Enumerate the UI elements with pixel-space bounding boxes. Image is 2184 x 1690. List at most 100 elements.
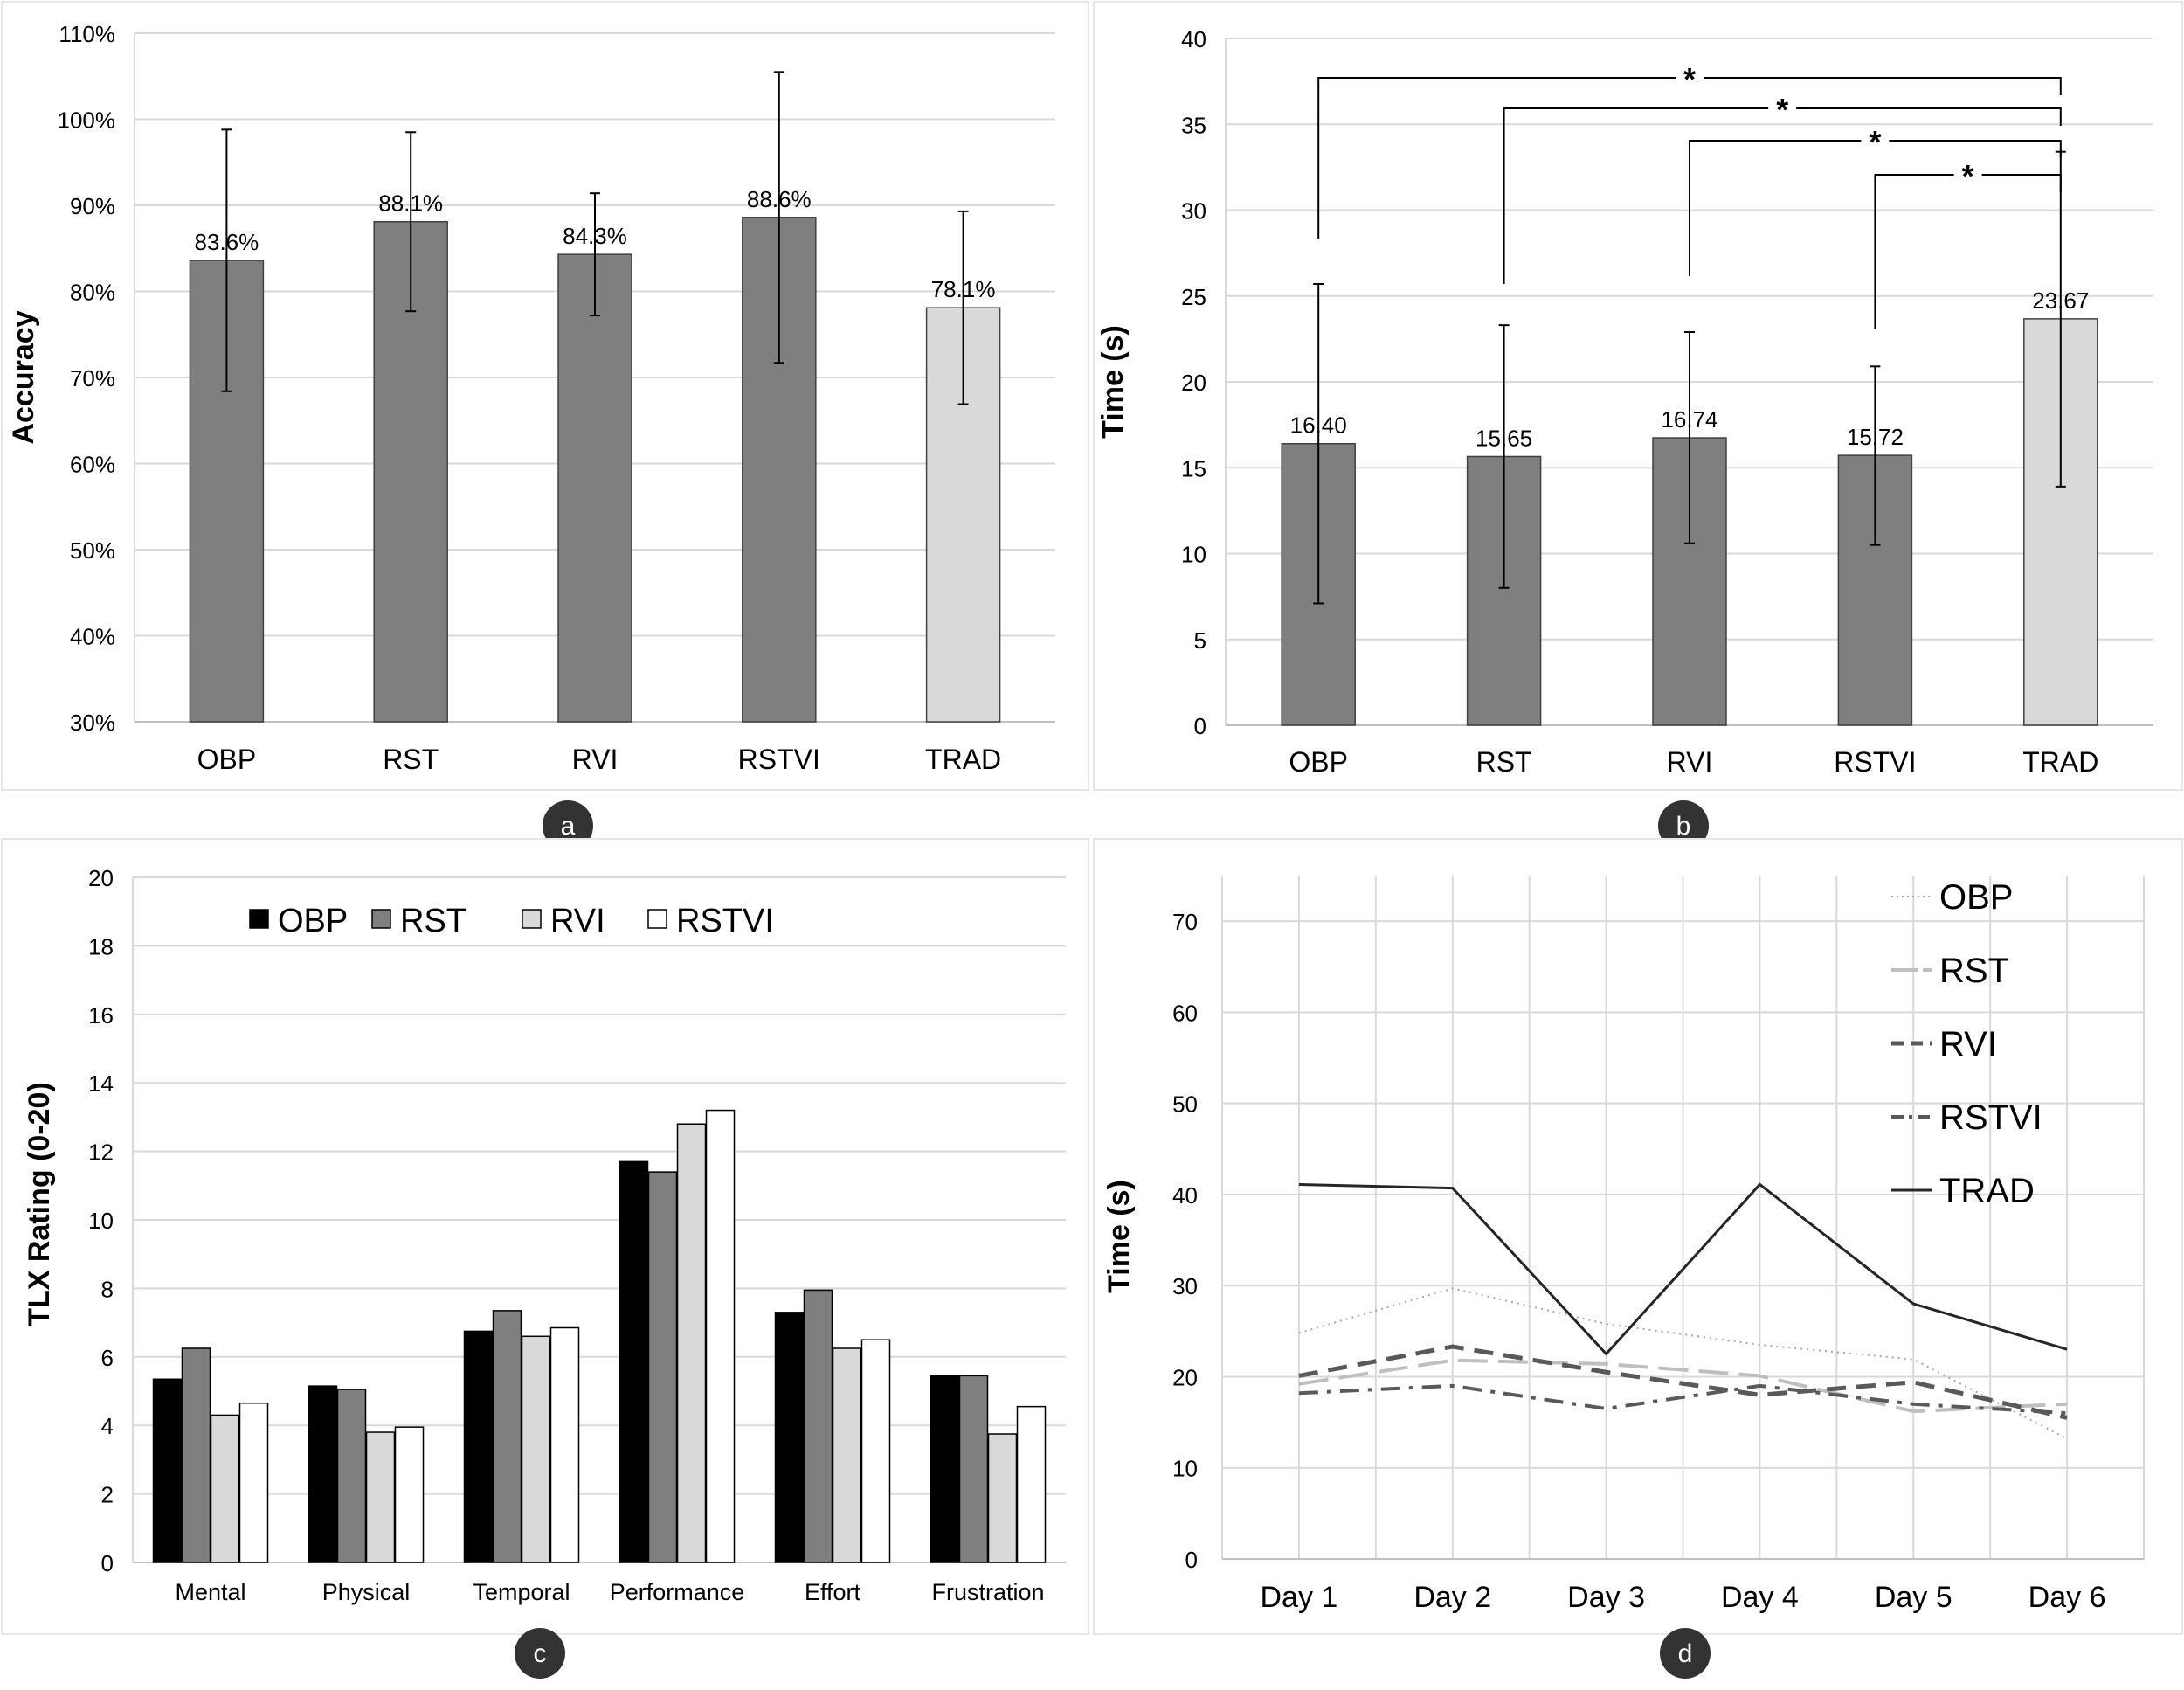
panel-b-y-tick-label: 0 (1194, 713, 1206, 739)
panel-c-x-tick-label: Physical (322, 1579, 411, 1605)
panel-c-legend-swatch-rvi (522, 909, 542, 929)
panel-c-bar-rvi-physical (365, 1431, 396, 1563)
panel-c-bar-rstvi-frustration (1016, 1405, 1047, 1563)
panel-c-x-tick-label: Temporal (473, 1579, 570, 1605)
panel-c-y-tick-label: 6 (101, 1345, 114, 1371)
panel-d-y-tick-label: 40 (1172, 1182, 1198, 1209)
panel-b-y-tick-label: 35 (1181, 112, 1206, 138)
panel-d-x-tick-label: Day 4 (1721, 1581, 1799, 1614)
panel-c-legend-label: RSTVI (676, 903, 774, 939)
panel-b-y-axis-title: Time (s) (1096, 325, 1130, 439)
panel-d-legend-label: TRAD (1939, 1172, 2035, 1210)
panel-b-y-tick-label: 5 (1194, 627, 1206, 654)
panel-d-x-tick-label: Day 5 (1875, 1581, 1952, 1614)
panel-a-x-tick-label: RSTVI (738, 744, 820, 775)
panel-a-x-tick-label: TRAD (925, 744, 1001, 775)
panel-c-y-tick-label: 14 (88, 1070, 114, 1097)
panel-d-label: d (1678, 1639, 1693, 1668)
panel-a-y-tick-label: 90% (70, 193, 115, 219)
panel-a-y-tick-label: 40% (70, 624, 115, 650)
panel-c-y-tick-label: 0 (101, 1550, 114, 1576)
panel-b-significance-gap (1768, 96, 1797, 121)
panel-c-x-tick-label: Frustration (931, 1579, 1044, 1605)
panel-c-bar-rst-physical (336, 1389, 367, 1563)
panel-d-daily-time-chart: d 0 10 20 30 40 50 60 70 Day 1 Day 2 Day 3 Day 4 Day … (1093, 838, 2183, 1679)
panel-a-data-label: 83.6% (195, 229, 259, 255)
panel-c-y-tick-label: 12 (88, 1139, 114, 1166)
panel-a-y-tick-label: 30% (70, 710, 115, 736)
panel-c-bar-rstvi-temporal (549, 1326, 580, 1563)
panel-a-bar-rvi (557, 253, 632, 723)
panel-d-series-line-trad (1298, 1182, 2068, 1356)
panel-a-y-tick-label: 70% (70, 365, 115, 391)
panel-a-y-axis-title: Accuracy (7, 310, 40, 444)
panel-c-bar-obp-physical (308, 1385, 338, 1563)
panel-a-frame (1, 1, 1089, 791)
panel-b-x-tick-label: RST (1476, 746, 1532, 778)
panel-c-label-badge (515, 1628, 565, 1679)
panel-b-significance-star: * (1962, 158, 1974, 194)
panel-d-series-line-rstvi (1298, 1383, 2068, 1416)
panel-c-x-tick-label: Effort (805, 1579, 861, 1605)
panel-a-y-tick-label: 100% (58, 107, 116, 134)
panel-a-label: a (561, 812, 576, 841)
panel-b-bar-trad (2023, 318, 2098, 726)
panel-c-bar-rst-frustration (958, 1375, 989, 1563)
panel-c-bar-obp-temporal (463, 1330, 494, 1563)
panel-b-significance-star: * (1869, 124, 1881, 160)
panel-c-bar-rvi-mental (210, 1414, 240, 1563)
panel-c-label: c (534, 1639, 547, 1668)
panel-d-y-tick-label: 30 (1172, 1273, 1198, 1299)
panel-a-data-label: 84.3% (563, 223, 627, 249)
panel-c-legend-label: RST (400, 903, 467, 939)
panel-c-bar-rvi-frustration (987, 1433, 1018, 1563)
panel-c-bar-rst-mental (181, 1347, 211, 1563)
panel-d-y-tick-label: 0 (1185, 1547, 1198, 1573)
panel-c-y-tick-label: 20 (88, 865, 114, 891)
panel-b-data-label: 16.74 (1661, 406, 1717, 433)
panel-d-x-tick-label: Day 2 (1413, 1581, 1491, 1614)
panel-c-legend-swatch-rstvi (647, 909, 667, 929)
panel-b-x-tick-label: RSTVI (1834, 746, 1916, 778)
panel-c-y-tick-label: 2 (101, 1482, 114, 1508)
panel-a-y-tick-label: 80% (70, 280, 115, 306)
panel-a-bar-rstvi (742, 217, 817, 723)
panel-d-series-line-obp (1298, 1287, 2068, 1440)
panel-c-y-axis-title: TLX Rating (0-20) (23, 1082, 56, 1326)
panel-c-bar-rst-effort (803, 1289, 833, 1563)
panel-b-significance-gap (1676, 66, 1704, 90)
panel-b-x-tick-label: OBP (1289, 746, 1348, 778)
panel-c-tlx-chart: c 0 2 4 6 8 10 12 14 16 18 20 Mental Physical Temporal… (1, 838, 1089, 1679)
panel-d-legend-label: RST (1939, 952, 2009, 990)
panel-b-significance-gap (1861, 128, 1890, 153)
panel-a-x-tick-label: RST (383, 744, 439, 775)
panel-b-significance-star: * (1776, 92, 1788, 128)
panel-d-frame (1093, 838, 2183, 1635)
panel-c-y-tick-label: 16 (88, 1002, 114, 1029)
panel-b-significance-gap (1953, 163, 1982, 187)
panel-b-frame (1093, 1, 2183, 791)
panel-d-legend-label: RSTVI (1939, 1098, 2042, 1137)
panel-c-legend-swatch-obp (249, 909, 269, 929)
panel-a-y-tick-label: 50% (70, 537, 115, 564)
panel-b-y-tick-label: 20 (1181, 370, 1206, 396)
panel-c-bar-obp-frustration (930, 1375, 960, 1563)
panel-d-y-tick-label: 60 (1172, 1000, 1198, 1026)
panel-c-bar-obp-effort (774, 1312, 805, 1563)
panel-b-y-tick-label: 40 (1181, 26, 1206, 52)
panel-d-y-tick-label: 70 (1172, 909, 1198, 935)
panel-b-data-label: 15.72 (1847, 424, 1904, 450)
panel-b-significance-star: * (1683, 61, 1696, 97)
panel-d-y-tick-label: 20 (1172, 1364, 1198, 1390)
panel-a-data-label: 88.1% (378, 190, 443, 217)
panel-a-data-label: 78.1% (931, 276, 996, 302)
panel-c-bar-rst-performance (647, 1171, 678, 1563)
panel-c-bar-obp-mental (152, 1378, 183, 1563)
panel-b-data-label: 16.40 (1290, 412, 1347, 439)
panel-c-y-tick-label: 4 (101, 1413, 114, 1439)
panel-b-y-tick-label: 25 (1181, 284, 1206, 310)
panel-c-bar-obp-performance (619, 1160, 649, 1563)
panel-a-x-tick-label: RVI (572, 744, 619, 775)
panel-c-bar-rvi-performance (676, 1123, 707, 1563)
